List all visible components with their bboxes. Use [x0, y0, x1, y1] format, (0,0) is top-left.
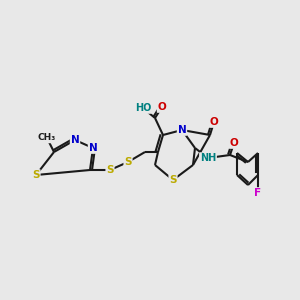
- Text: S: S: [32, 170, 40, 180]
- Text: O: O: [158, 102, 166, 112]
- Text: F: F: [254, 188, 262, 198]
- Text: O: O: [230, 138, 238, 148]
- Text: HO: HO: [135, 103, 151, 113]
- Text: N: N: [88, 143, 98, 153]
- Text: S: S: [106, 165, 114, 175]
- Text: N: N: [178, 125, 186, 135]
- Text: NH: NH: [200, 153, 216, 163]
- Text: S: S: [124, 157, 132, 167]
- Text: S: S: [169, 175, 177, 185]
- Text: O: O: [210, 117, 218, 127]
- Text: N: N: [70, 135, 80, 145]
- Text: CH₃: CH₃: [38, 134, 56, 142]
